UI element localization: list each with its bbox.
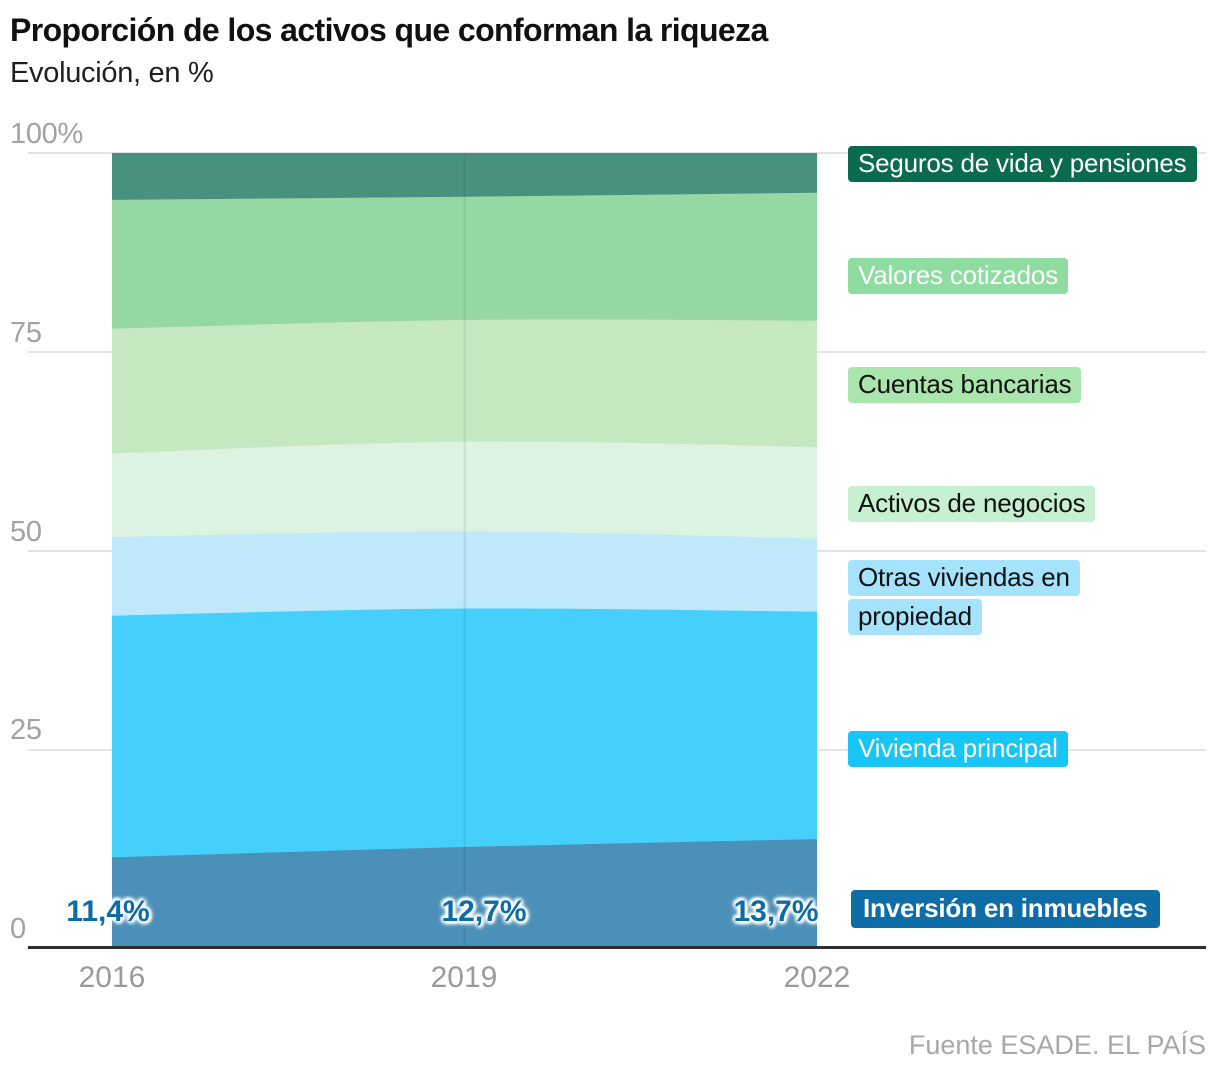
legend-item-inversion-inmuebles: Inversión en inmuebles xyxy=(851,890,1160,928)
legend-item-activos: Activos de negocios xyxy=(848,485,1096,522)
stacked-area-chart xyxy=(112,153,817,948)
legend-item-valores: Valores cotizados xyxy=(848,257,1068,294)
x-axis-line xyxy=(28,946,1206,949)
y-axis-label-0: 0 xyxy=(10,913,26,945)
source-note: Fuente ESADE. EL PAÍS xyxy=(908,1030,1206,1060)
y-axis-label-100: 100% xyxy=(10,118,83,150)
legend-label-vivienda-principal: Vivienda principal xyxy=(848,731,1068,767)
legend-label-otras-viviendas: Otras viviendas en propiedad xyxy=(848,560,1080,635)
data-label-2019: 12,7% xyxy=(441,895,527,928)
y-axis-label-75: 75 xyxy=(10,317,42,349)
legend-item-seguros: Seguros de vida y pensiones xyxy=(848,145,1197,182)
page-title: Proporción de los activos que conforman … xyxy=(10,12,768,48)
legend-label-seguros: Seguros de vida y pensiones xyxy=(848,146,1197,182)
legend-item-cuentas: Cuentas bancarias xyxy=(848,366,1082,403)
legend-label-valores: Valores cotizados xyxy=(848,258,1068,294)
x-axis-label-2019: 2019 xyxy=(430,961,498,994)
data-label-2016: 11,4% xyxy=(66,895,150,928)
x-axis-label-2022: 2022 xyxy=(783,961,851,994)
legend-item-vivienda-principal: Vivienda principal xyxy=(848,730,1068,767)
legend-label-cuentas: Cuentas bancarias xyxy=(848,367,1082,403)
legend-label-activos: Activos de negocios xyxy=(848,486,1096,522)
legend-item-otras-viviendas: Otras viviendas en propiedad xyxy=(848,560,1096,638)
y-axis-label-25: 25 xyxy=(10,714,42,746)
area-inversi-n-en-inmuebles xyxy=(112,839,817,948)
legend-label-inversion-inmuebles: Inversión en inmuebles xyxy=(851,890,1160,928)
data-label-2022: 13,7% xyxy=(733,895,819,928)
y-axis-label-50: 50 xyxy=(10,516,42,548)
page-subtitle: Evolución, en % xyxy=(10,57,214,89)
x-axis-label-2016: 2016 xyxy=(78,961,146,994)
